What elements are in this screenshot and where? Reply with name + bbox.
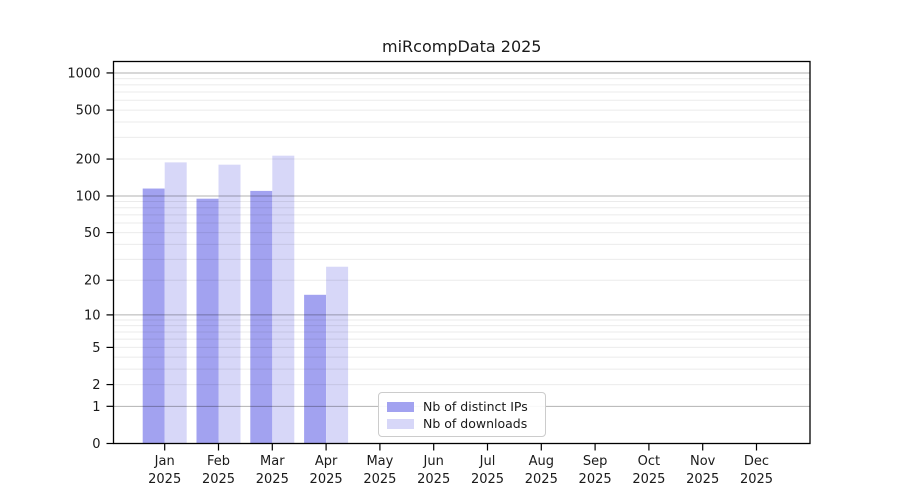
x-tick-label: Jan 2025 [148,454,181,487]
bar-nb-of-distinct-ips-mar [250,190,273,444]
y-tick-label: 200 [76,153,101,168]
legend-swatch-downloads [387,418,414,429]
x-tick-label: Jun 2025 [417,454,450,487]
y-tick-label: 20 [84,274,101,289]
bar-nb-of-downloads-apr [326,266,349,444]
plot-frame [112,60,811,445]
legend-entry-distinct-ips: Nb of distinct IPs [387,398,537,415]
x-tick-label: Apr 2025 [310,454,343,487]
y-tick-label: 1 [92,400,100,415]
bar-nb-of-downloads-mar [272,155,295,444]
x-tick-label: Aug 2025 [525,454,558,487]
legend: Nb of distinct IPs Nb of downloads [378,392,546,437]
x-tick-label: May 2025 [363,454,396,487]
bar-nb-of-distinct-ips-feb [196,198,219,444]
y-tick-label: 1000 [67,66,100,81]
bar-nb-of-downloads-feb [218,164,241,444]
y-tick-label: 5 [92,341,100,356]
y-tick-label: 0 [92,437,100,452]
chart-title: miRcompData 2025 [382,37,541,56]
x-tick-label: Oct 2025 [632,454,665,487]
y-tick-label: 2 [92,378,100,393]
legend-entry-downloads: Nb of downloads [387,415,537,432]
y-tick-label: 500 [76,104,101,119]
y-tick-label: 100 [76,189,101,204]
legend-label-distinct-ips: Nb of distinct IPs [423,399,528,414]
axes-layer: 0 1 2 5 10 20 50 100 200 500 1000 Jan 2025 Feb 2025 Mar… [67,60,811,487]
x-tick-label: Nov 2025 [686,454,719,487]
bars-layer [142,155,349,444]
y-tick-label: 50 [84,226,101,241]
legend-swatch-distinct-ips [387,401,414,412]
x-tick-label: Mar 2025 [256,454,289,487]
x-tick-label: Jul 2025 [471,454,504,487]
x-tick-label: Sep 2025 [579,454,612,487]
bar-nb-of-distinct-ips-apr [304,294,327,444]
y-tick-label: 10 [84,308,101,323]
legend-label-downloads: Nb of downloads [423,416,528,431]
bar-nb-of-downloads-jan [164,162,187,444]
bar-nb-of-distinct-ips-jan [142,188,165,444]
x-tick-label: Dec 2025 [740,454,773,487]
x-tick-label: Feb 2025 [202,454,235,487]
